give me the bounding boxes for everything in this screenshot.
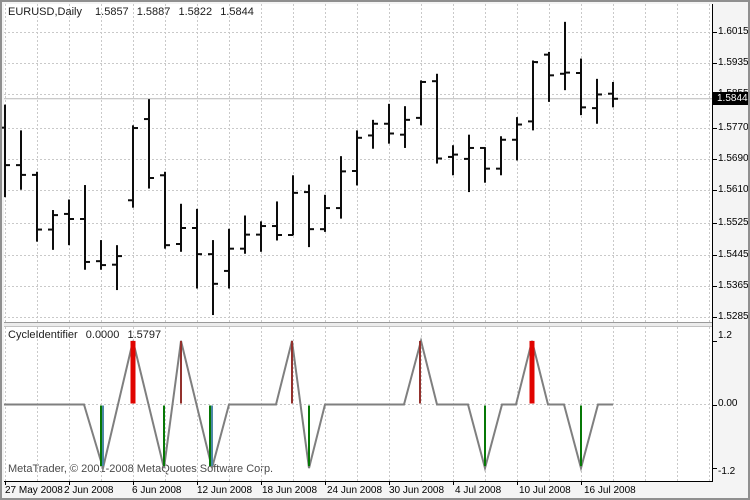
indicator-axis-label: -1.2 bbox=[718, 466, 736, 477]
time-axis: 27 May 2008 2 Jun 2008 6 Jun 2008 12 Jun 20… bbox=[2, 485, 748, 498]
price-axis-label: 1.5365 bbox=[718, 280, 749, 291]
bar-open-value: 1.5857 bbox=[95, 6, 129, 18]
time-axis-label: 27 May 2008 bbox=[5, 485, 63, 496]
time-axis-label: 12 Jun 2008 bbox=[197, 485, 253, 496]
indicator-axis-label: 1.2 bbox=[718, 330, 732, 341]
indicator-axis: 1.2 0.00 -1.2 bbox=[717, 2, 748, 482]
pane-splitter[interactable] bbox=[4, 322, 712, 327]
current-price-box: 1.5844 bbox=[712, 92, 748, 105]
chart-header: EURUSD,Daily 1.5857 1.5887 1.5822 1.5844 bbox=[8, 6, 259, 18]
time-axis-label: 6 Jun 2008 bbox=[132, 485, 182, 496]
price-axis-label: 1.6015 bbox=[718, 26, 749, 37]
time-axis-label: 4 Jul 2008 bbox=[455, 485, 502, 496]
indicator-axis-label: 0.00 bbox=[718, 398, 738, 409]
indicator-pane[interactable] bbox=[4, 327, 712, 481]
price-axis-label: 1.5285 bbox=[718, 311, 749, 322]
metaquotes-watermark: MetaTrader, © 2001-2008 MetaQuotes Softw… bbox=[8, 463, 274, 475]
time-axis-label: 24 Jun 2008 bbox=[327, 485, 383, 496]
time-axis-label: 16 Jul 2008 bbox=[584, 485, 636, 496]
indicator-value-2: 1.5797 bbox=[127, 329, 162, 341]
symbol-timeframe-label: EURUSD,Daily bbox=[8, 6, 82, 18]
bar-close-value: 1.5844 bbox=[220, 6, 254, 18]
main-chart-pane[interactable] bbox=[4, 4, 712, 322]
time-axis-label: 2 Jun 2008 bbox=[64, 485, 114, 496]
time-axis-label: 10 Jul 2008 bbox=[519, 485, 571, 496]
price-axis-label: 1.5525 bbox=[718, 217, 749, 228]
time-axis-label: 18 Jun 2008 bbox=[262, 485, 318, 496]
time-axis-label: 30 Jun 2008 bbox=[389, 485, 445, 496]
price-axis-label: 1.5610 bbox=[718, 184, 749, 195]
bar-low-value: 1.5822 bbox=[178, 6, 213, 18]
price-axis-label: 1.5935 bbox=[718, 57, 749, 68]
indicator-value-1: 0.0000 bbox=[85, 329, 120, 341]
indicator-title: CycleIdentifier 0.0000 1.5797 bbox=[8, 329, 161, 341]
price-axis-label: 1.5445 bbox=[718, 249, 749, 260]
bar-high-value: 1.5887 bbox=[136, 6, 171, 18]
indicator-name: CycleIdentifier bbox=[8, 329, 78, 341]
price-axis-label: 1.5690 bbox=[718, 153, 749, 164]
price-axis-label: 1.5770 bbox=[718, 122, 749, 133]
